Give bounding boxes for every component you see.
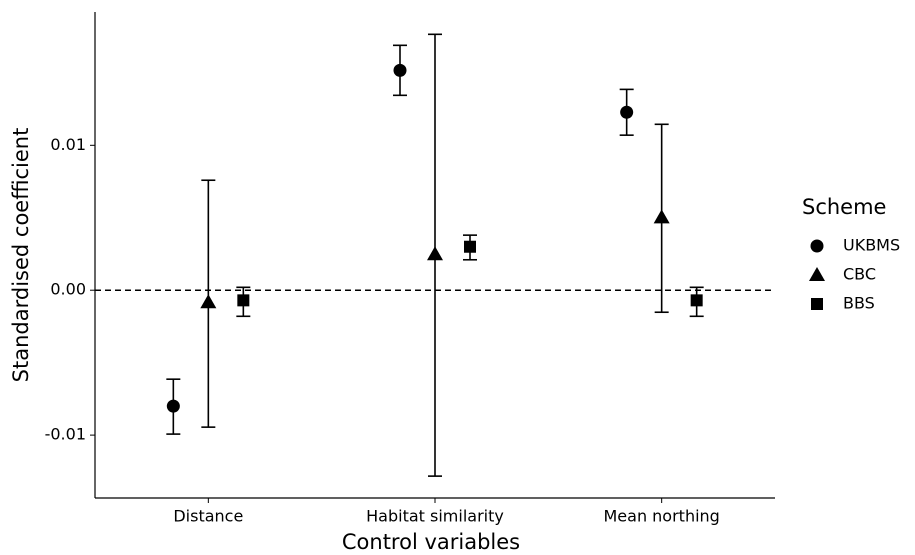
y-tick-label: -0.01 <box>45 425 86 444</box>
y-tick-label: 0.01 <box>50 135 86 154</box>
legend-marker <box>810 239 824 253</box>
point <box>393 63 407 77</box>
point <box>427 246 443 261</box>
y-axis-label: Standardised coefficient <box>9 128 33 383</box>
legend-marker <box>809 267 825 281</box>
legend-title: Scheme <box>802 195 886 219</box>
point <box>653 209 670 224</box>
point <box>464 240 476 253</box>
point <box>690 294 703 307</box>
y-tick-label: 0.00 <box>50 280 86 299</box>
legend-label: UKBMS <box>843 236 900 255</box>
x-tick-label: Distance <box>173 507 243 526</box>
legend-label: BBS <box>843 294 875 313</box>
point <box>166 399 180 413</box>
x-axis-label: Control variables <box>342 530 520 554</box>
point <box>237 294 250 307</box>
x-tick-label: Habitat similarity <box>366 507 504 526</box>
x-tick-label: Mean northing <box>603 507 719 526</box>
point <box>620 105 634 119</box>
legend-marker <box>811 298 823 310</box>
legend-label: CBC <box>843 265 876 284</box>
point <box>200 294 217 309</box>
